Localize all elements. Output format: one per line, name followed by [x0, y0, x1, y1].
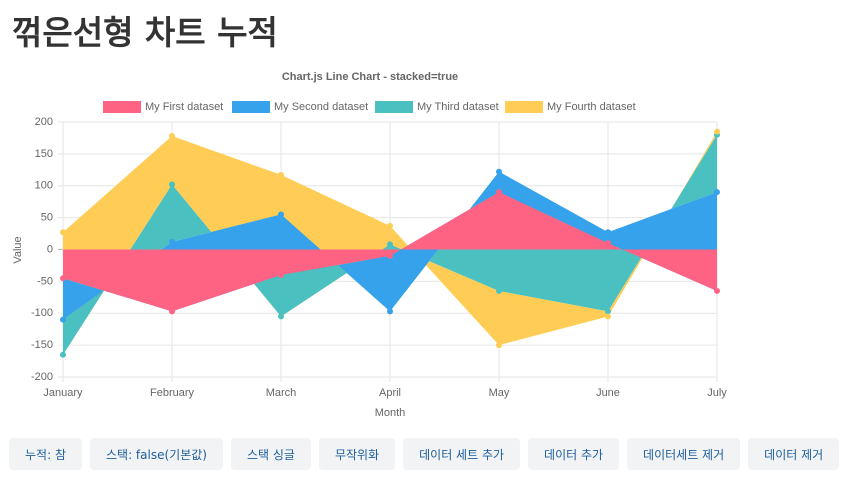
y-tick-label: 150 [35, 148, 53, 160]
button[interactable]: 데이터 제거 [748, 438, 840, 470]
point [387, 252, 393, 259]
legend-label: My Fourth dataset [547, 101, 636, 113]
y-tick-label: -200 [31, 371, 53, 383]
button[interactable]: 데이터세트 제거 [627, 438, 741, 470]
page-title: 꺾은선형 차트 누적 [12, 13, 278, 52]
point [496, 189, 502, 196]
x-tick-label: July [707, 387, 727, 399]
point [169, 133, 175, 140]
point [605, 240, 611, 247]
y-tick-label: -150 [31, 339, 53, 351]
x-tick-label: January [43, 387, 83, 399]
legend-swatch [505, 101, 543, 113]
point [605, 313, 611, 320]
y-tick-label: 100 [35, 180, 53, 192]
button[interactable]: 스택: false(기본값) [89, 438, 223, 470]
point [278, 171, 284, 178]
point [278, 313, 284, 320]
y-tick-label: 50 [41, 212, 53, 224]
point [169, 308, 175, 315]
point [60, 275, 66, 282]
x-tick-label: March [266, 387, 297, 399]
point [605, 229, 611, 236]
x-tick-label: April [379, 387, 401, 399]
point [169, 181, 175, 188]
button[interactable]: 스택 싱글 [230, 438, 311, 470]
y-tick-label: -100 [31, 307, 53, 319]
legend-label: My Second dataset [274, 101, 368, 113]
x-tick-label: February [150, 387, 195, 399]
point [496, 287, 502, 294]
point [387, 222, 393, 229]
point [278, 211, 284, 218]
x-tick-label: June [596, 387, 620, 399]
point [387, 241, 393, 248]
x-axis-label: Month [375, 407, 406, 419]
legend-label: My Third dataset [417, 101, 499, 113]
point [496, 342, 502, 349]
point [169, 238, 175, 245]
y-tick-label: 200 [35, 116, 53, 128]
legend-swatch [375, 101, 413, 113]
point [387, 308, 393, 315]
y-axis-label: Value [12, 236, 24, 263]
button[interactable]: 무작위화 [318, 438, 396, 470]
x-tick-label: May [489, 387, 510, 399]
point [605, 308, 611, 315]
point [714, 189, 720, 196]
point [60, 316, 66, 323]
legend-label: My First dataset [145, 101, 223, 113]
point [714, 128, 720, 135]
legend-swatch [232, 101, 270, 113]
button[interactable]: 누적: 참 [9, 438, 82, 470]
legend-swatch [103, 101, 141, 113]
y-tick-label: 0 [47, 243, 53, 255]
point [60, 229, 66, 236]
button[interactable]: 데이터 추가 [528, 438, 620, 470]
chart-title: Chart.js Line Chart - stacked=true [282, 71, 458, 83]
point [60, 351, 66, 358]
point [714, 287, 720, 294]
point [278, 272, 284, 278]
area [63, 192, 717, 312]
chart: Chart.js Line Chart - stacked=true Month… [12, 71, 727, 419]
button[interactable]: 데이터 세트 추가 [403, 438, 521, 470]
point [496, 168, 502, 175]
y-tick-label: -50 [37, 275, 53, 287]
button-bar: 누적: 참 스택: false(기본값) 스택 싱글 무작위화 데이터 세트 추가 데이터… [9, 438, 840, 470]
